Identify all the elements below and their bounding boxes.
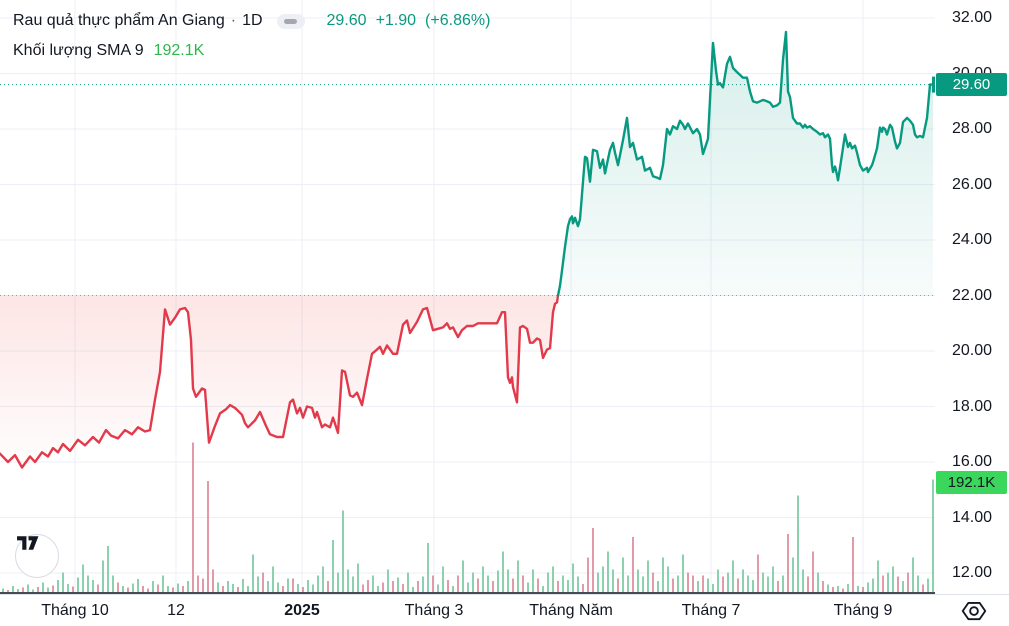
indicator-legend-row: Khối lượng SMA 9 192.1K xyxy=(13,38,490,64)
chart-plot-area[interactable]: Rau quả thực phẩm An Giang · 1D 29.60 +1.9… xyxy=(0,0,935,594)
symbol-legend-row: Rau quả thực phẩm An Giang · 1D 29.60 +1.9… xyxy=(13,8,490,34)
tradingview-logo[interactable] xyxy=(15,534,59,578)
last-price-value: 29.60 xyxy=(326,12,367,29)
price-axis-label: 32.00 xyxy=(951,9,993,26)
baseline-area-fills xyxy=(0,31,933,468)
chart-legend: Rau quả thực phẩm An Giang · 1D 29.60 +1.9… xyxy=(13,8,490,64)
price-axis-label: 20.00 xyxy=(951,342,993,359)
time-axis-separator xyxy=(0,592,935,594)
volume-bars xyxy=(2,442,934,593)
ohlc-values-toggle-button[interactable] xyxy=(276,13,305,29)
time-scale[interactable]: Tháng 10 12 2025 Tháng 3 Tháng Năm Tháng 7 Thá… xyxy=(0,594,1009,626)
price-axis-label: 22.00 xyxy=(951,286,993,304)
settings-nut-icon[interactable] xyxy=(961,601,987,626)
price-line-below-baseline xyxy=(0,294,560,469)
time-axis-label: Tháng 10 xyxy=(41,602,109,619)
price-change-value: +1.90 xyxy=(375,12,417,29)
tradingview-logo-glyph xyxy=(17,536,39,550)
time-axis-label: 2025 xyxy=(284,602,320,619)
price-axis-label: 16.00 xyxy=(951,453,993,470)
baseline-area-chart[interactable] xyxy=(0,0,935,594)
time-axis-label: Tháng 3 xyxy=(404,602,464,619)
price-line-above-baseline xyxy=(556,30,935,297)
volume-indicator-value: 192.1K xyxy=(153,42,205,59)
price-axis-label: 26.00 xyxy=(951,175,993,193)
price-line xyxy=(0,30,935,469)
minus-icon xyxy=(284,18,298,24)
price-readout: 29.60 +1.90 (+6.86%) xyxy=(327,12,491,30)
price-change-percent: (+6.86%) xyxy=(425,12,491,29)
symbol-title[interactable]: Rau quả thực phẩm An Giang · 1D xyxy=(13,12,263,30)
last-price-tag: 29.60 xyxy=(936,73,1007,96)
symbol-name: Rau quả thực phẩm An Giang xyxy=(13,12,225,29)
volume-indicator-label[interactable]: Khối lượng SMA 9 xyxy=(13,42,144,59)
price-axis-label: 12.00 xyxy=(951,564,993,581)
price-axis-label: 24.00 xyxy=(951,231,993,248)
price-axis-label: 28.00 xyxy=(951,120,993,137)
price-axis-label: 18.00 xyxy=(951,397,993,415)
timeframe-label: 1D xyxy=(242,12,263,29)
volume-value-tag: 192.1K xyxy=(936,471,1007,494)
time-axis-label: 12 xyxy=(167,602,185,619)
time-axis-label: Tháng 9 xyxy=(833,602,893,619)
time-axis-label: Tháng Năm xyxy=(529,602,613,619)
price-scale[interactable]: 32.0030.0028.0026.0024.0022.0020.0018.00… xyxy=(935,0,1009,594)
time-axis-label: Tháng 7 xyxy=(681,602,741,619)
price-axis-label: 14.00 xyxy=(951,508,993,526)
title-separator: · xyxy=(230,12,237,29)
